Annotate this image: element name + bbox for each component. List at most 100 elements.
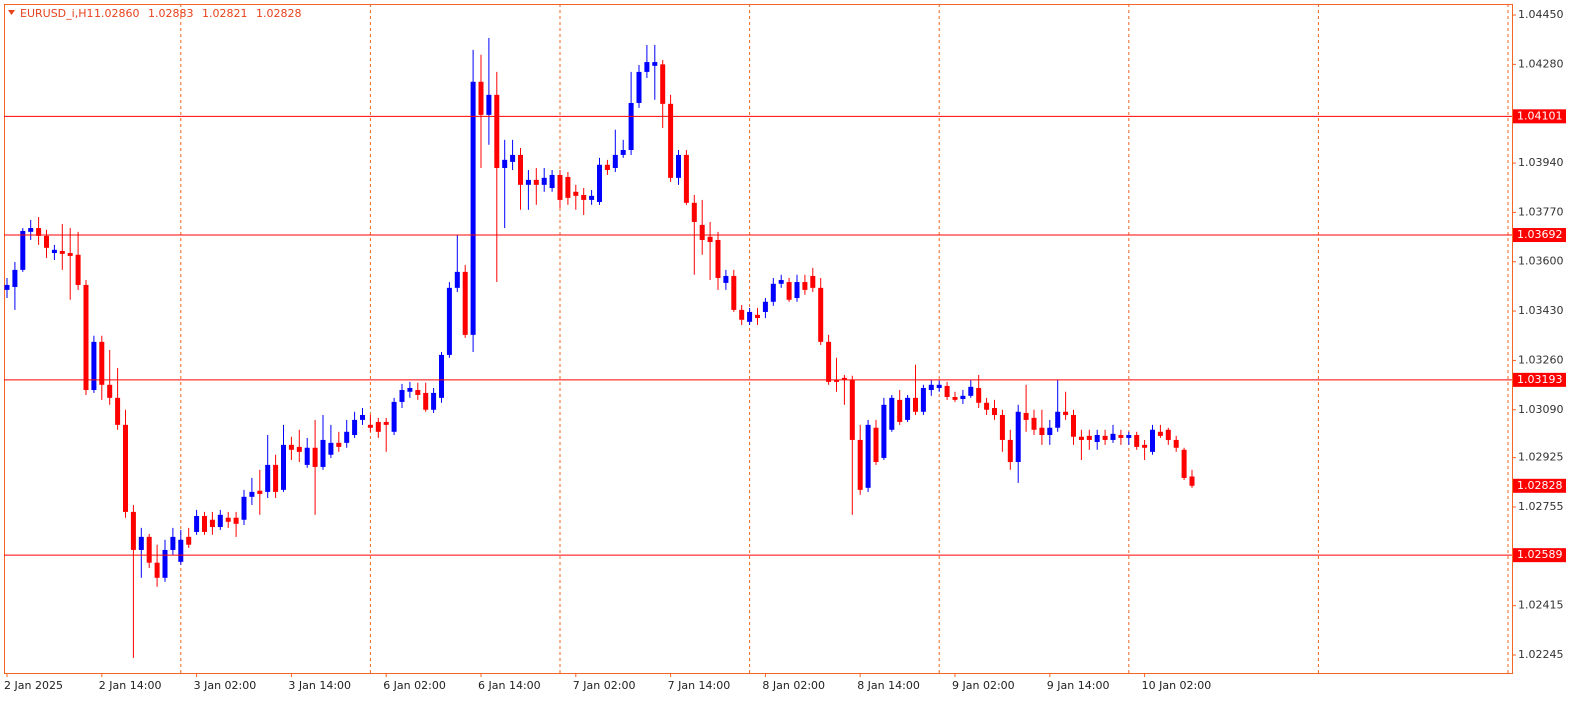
candle-body [620,149,626,155]
candle-body [312,447,318,467]
candle-body [770,283,776,302]
x-tick-label: 8 Jan 02:00 [762,679,825,692]
candle-body [1102,435,1108,440]
x-tick-label: 9 Jan 14:00 [1047,679,1110,692]
candle-body [1078,436,1084,440]
candle-body [715,239,721,278]
candle-body [1055,411,1061,428]
candle-body [1181,449,1187,478]
candle-body [1157,431,1163,436]
candle-body [1189,476,1195,486]
candle-body [826,341,832,382]
candle-body [391,401,397,432]
candle-body [533,179,539,185]
candle-body [660,64,666,104]
candle-body [762,301,768,312]
candle-body [652,62,658,66]
candle-body [984,402,990,410]
candle-body [723,275,729,283]
candle-body [494,94,500,168]
candle-body [992,408,997,415]
ohlc-label: 1.02883 [148,7,194,20]
candle-body [154,562,160,578]
y-tick-label: 1.03600 [1518,255,1564,268]
candle-body [707,236,713,242]
candle-body [423,392,429,410]
candle-body [478,81,484,115]
candle-body [486,94,492,115]
level-label-bg [1513,109,1566,124]
candle-body [1126,435,1132,438]
candle-body [28,228,34,232]
candle-body [865,424,871,488]
y-tick-label: 1.03770 [1518,205,1564,218]
candle-body [115,397,121,425]
candle-body [1039,427,1045,436]
y-tick-label: 1.02925 [1518,451,1564,464]
candle-body [360,414,365,420]
candle-body [683,154,689,203]
candle-body [668,103,674,178]
candle-body [786,282,792,300]
candle-body [352,419,358,436]
level-label-bg [1513,372,1566,387]
candle-body [1165,429,1171,440]
candle-body [849,379,855,440]
candle-body [36,228,42,236]
candle-body [857,439,863,490]
candle-body [304,447,310,465]
candle-body [186,536,192,545]
level-label: 1.03193 [1517,373,1563,386]
candle-body [565,176,571,198]
candle-body [470,81,476,335]
y-tick-label: 1.02755 [1518,500,1564,513]
candle-body [1031,417,1037,430]
candle-body [541,177,547,185]
level-label-bg [1513,548,1566,563]
candle-body [123,424,128,512]
candle-body [83,284,89,391]
x-tick-label: 6 Jan 02:00 [383,679,446,692]
candle-body [320,439,326,467]
candle-body [383,421,389,425]
candle-body [20,230,26,270]
x-tick-label: 3 Jan 02:00 [194,679,257,692]
x-tick-label: 8 Jan 14:00 [857,679,920,692]
x-tick-label: 9 Jan 02:00 [952,679,1015,692]
candle-body [976,387,982,403]
candle-body [1086,435,1092,440]
candle-body [51,249,57,254]
candle-body [999,414,1005,440]
candle-body [699,224,705,240]
candle-body [557,174,563,200]
candle-body [257,490,263,494]
candle-body [202,515,207,532]
candle-body [628,102,634,150]
candle-body [44,235,49,248]
candle-body [802,282,808,290]
candle-body [952,396,958,400]
menu-triangle[interactable] [8,10,15,15]
symbol-label: EURUSD_i,H1 [20,7,93,20]
candle-body [581,194,587,200]
candle-body [873,427,879,462]
candle-body [818,287,824,342]
candle-body [913,397,918,412]
candle-body [834,379,839,382]
candle-body [1173,439,1179,448]
candle-body [241,496,247,520]
candle-body [1110,433,1116,440]
y-tick-label: 1.04450 [1518,8,1564,21]
candle-body [344,431,350,443]
ohlc-label: 1.02828 [256,7,302,20]
candle-body [1015,411,1021,462]
x-tick-label: 2 Jan 2025 [4,679,63,692]
candle-body [99,341,105,385]
candle-body [336,442,342,447]
candle-body [739,309,745,320]
candle-body [273,464,279,492]
x-tick-label: 10 Jan 02:00 [1142,679,1212,692]
candle-body [1094,435,1100,442]
